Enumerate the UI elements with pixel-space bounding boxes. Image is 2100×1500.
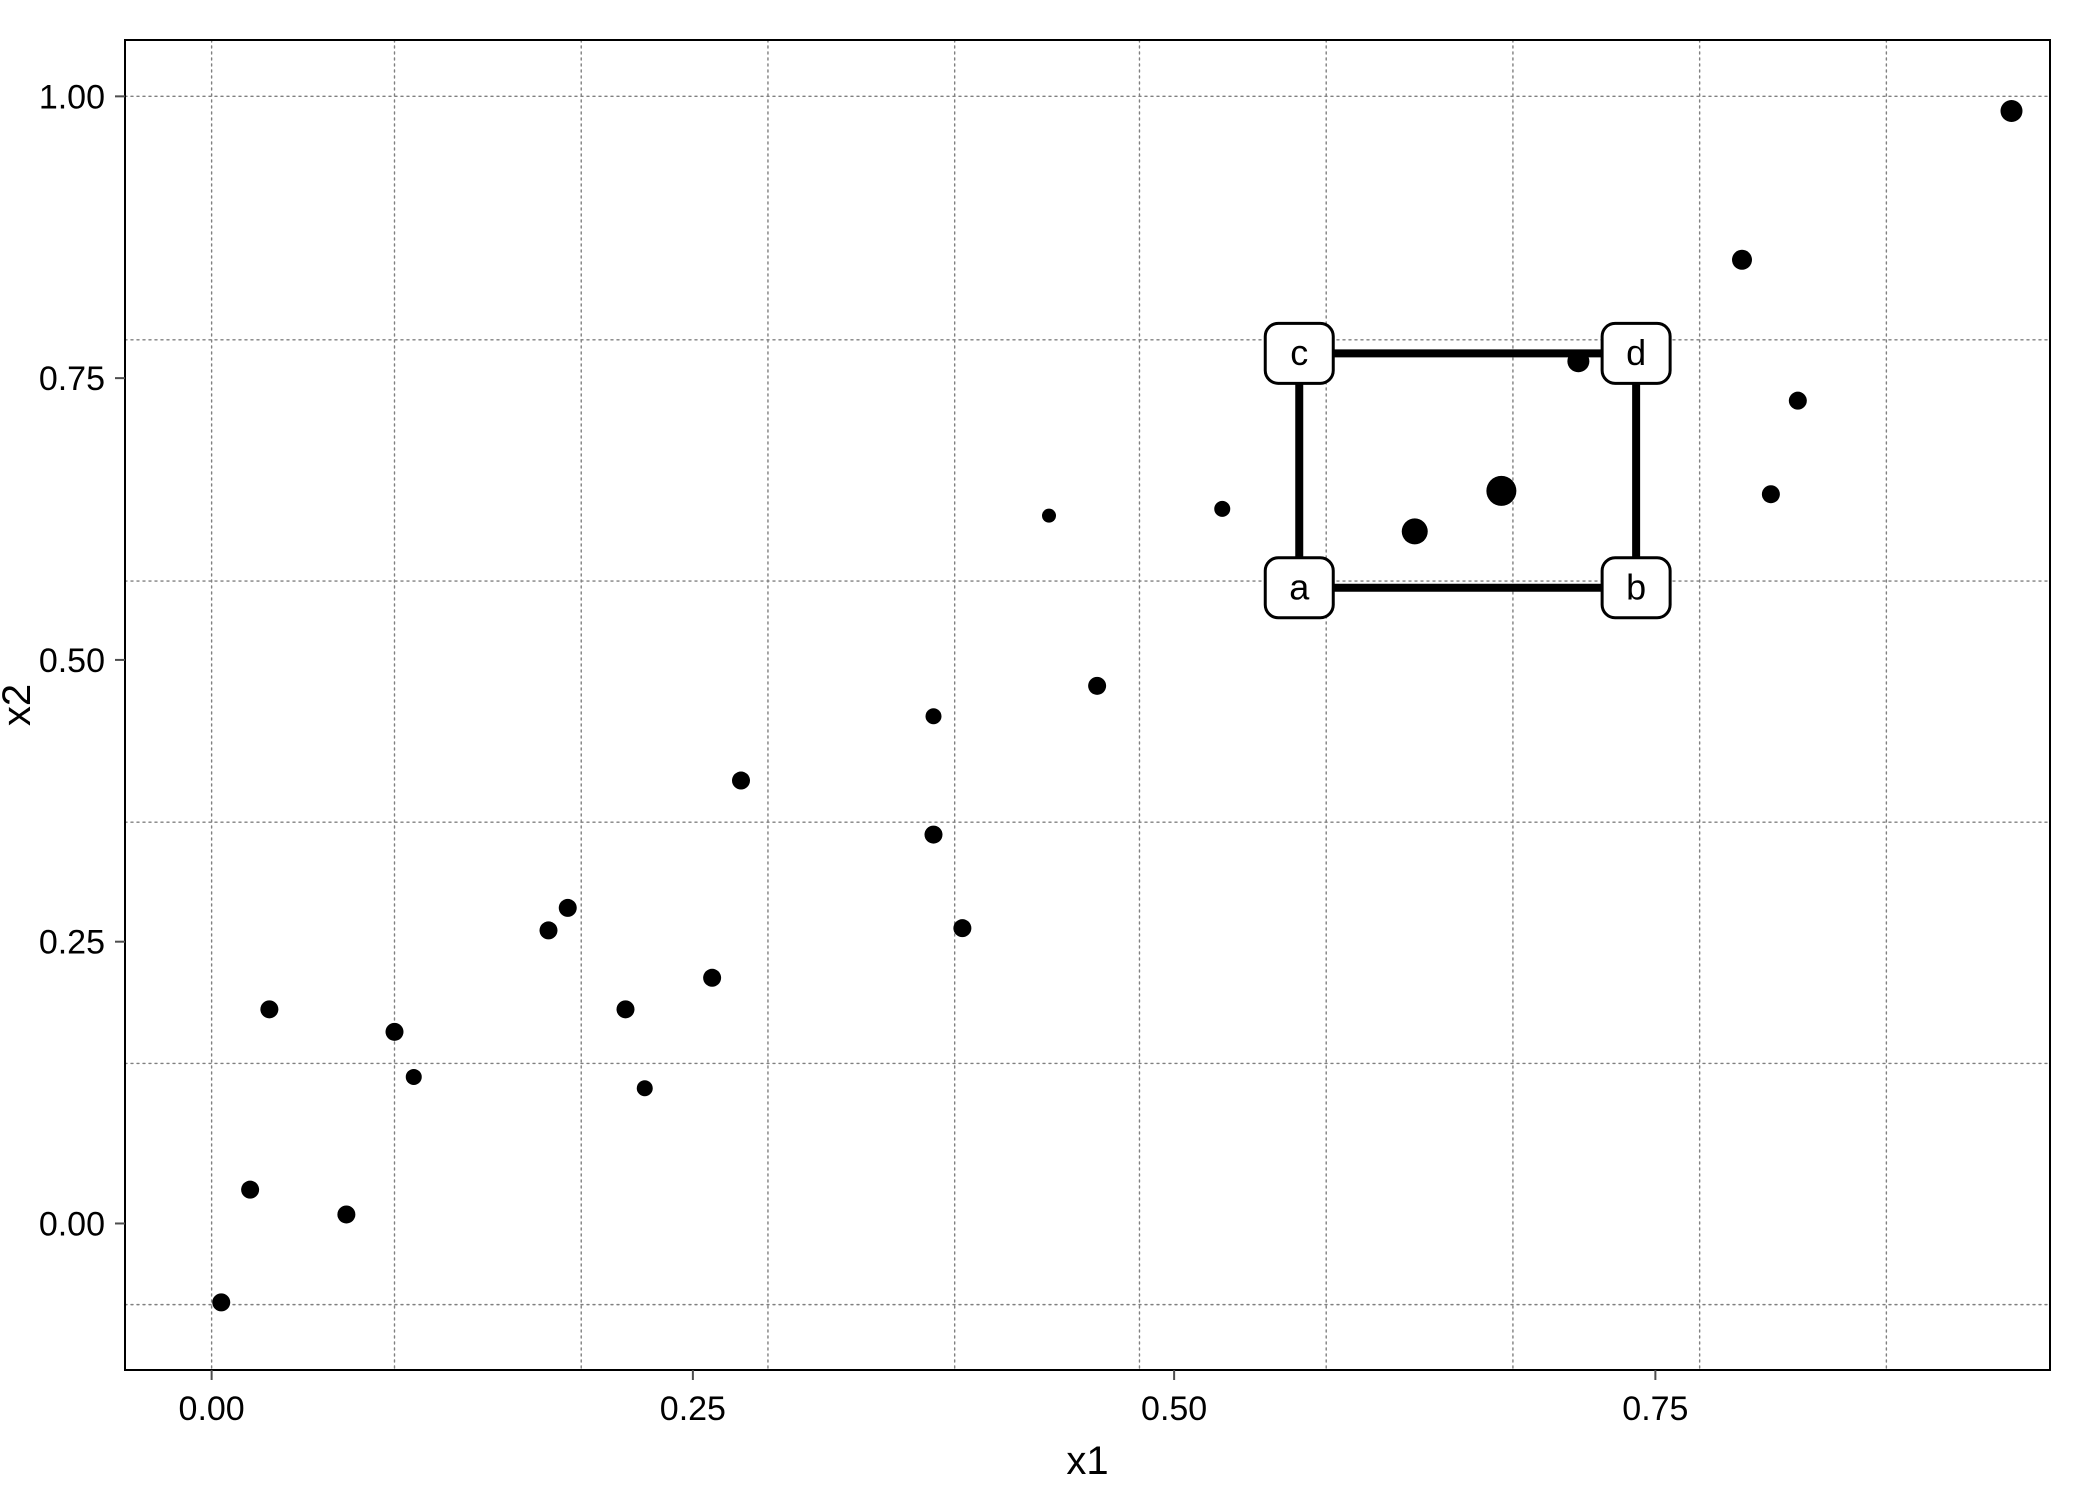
scatter-point xyxy=(260,1000,278,1018)
scatter-point xyxy=(1762,485,1780,503)
scatter-point xyxy=(1402,518,1428,544)
x-axis-label: x1 xyxy=(1066,1439,1108,1483)
y-tick-label: 0.50 xyxy=(39,642,105,680)
y-tick-label: 0.00 xyxy=(39,1205,105,1243)
annotation-node-label-a: a xyxy=(1289,566,1310,607)
scatter-point xyxy=(1789,392,1807,410)
y-tick-label: 0.25 xyxy=(39,924,105,962)
scatter-point xyxy=(1732,250,1752,270)
chart-svg: a b c d 0.00 0.25 0.50 0.75 x1 0.00 0.25 0.50 0.75 1.… xyxy=(0,0,2100,1500)
scatter-point xyxy=(637,1080,653,1096)
scatter-point xyxy=(212,1293,230,1311)
scatter-point xyxy=(617,1000,635,1018)
scatter-point xyxy=(1214,501,1230,517)
scatter-point xyxy=(1088,677,1106,695)
scatter-point xyxy=(926,708,942,724)
x-tick-label: 0.25 xyxy=(660,1390,726,1428)
scatter-point xyxy=(1042,509,1056,523)
y-tick-label: 1.00 xyxy=(39,78,105,116)
scatter-point xyxy=(1486,476,1516,506)
annotation-node-label-c: c xyxy=(1290,332,1308,373)
scatter-point xyxy=(559,899,577,917)
scatter-point xyxy=(732,772,750,790)
scatter-point xyxy=(2001,100,2023,122)
y-axis-label: x2 xyxy=(0,684,39,726)
scatter-point xyxy=(953,919,971,937)
scatter-point xyxy=(337,1205,355,1223)
scatter-point xyxy=(386,1023,404,1041)
annotation-node-label-d: d xyxy=(1626,332,1646,373)
scatter-point xyxy=(406,1069,422,1085)
scatter-chart: a b c d 0.00 0.25 0.50 0.75 x1 0.00 0.25 0.50 0.75 1.… xyxy=(0,0,2100,1500)
x-tick-label: 0.00 xyxy=(179,1390,245,1428)
y-tick-label: 0.75 xyxy=(39,360,105,398)
scatter-point xyxy=(241,1181,259,1199)
x-tick-label: 0.75 xyxy=(1622,1390,1688,1428)
scatter-point xyxy=(540,921,558,939)
x-tick-label: 0.50 xyxy=(1141,1390,1207,1428)
scatter-point xyxy=(925,826,943,844)
scatter-point xyxy=(703,969,721,987)
annotation-node-label-b: b xyxy=(1626,566,1646,607)
